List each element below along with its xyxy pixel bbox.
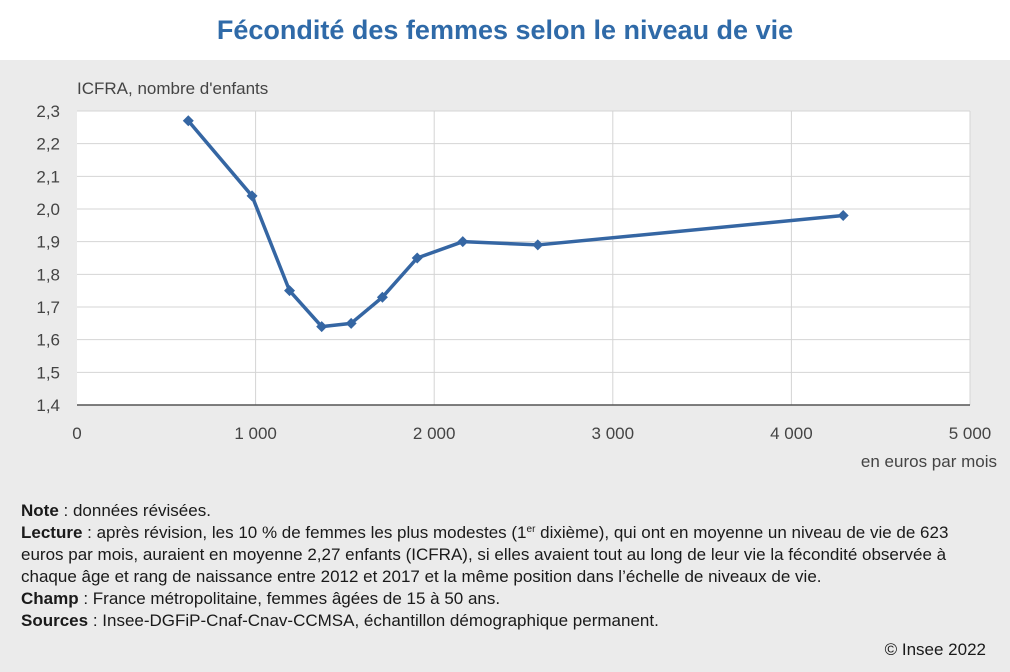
sources-label: Sources xyxy=(21,611,89,630)
x-tick-label: 2 000 xyxy=(413,424,456,443)
y-tick-label: 1,6 xyxy=(36,331,60,350)
data-point-marker xyxy=(457,236,469,248)
y-tick-label: 2,1 xyxy=(36,167,60,186)
data-point-marker xyxy=(182,115,194,127)
sources-line: Sources : Insee-DGFiP-Cnaf-Cnav-CCMSA, é… xyxy=(21,610,981,632)
champ-text: : France métropolitaine, femmes âgées de… xyxy=(78,589,501,608)
note-line: Note : données révisées. xyxy=(21,500,981,522)
y-tick-label: 2,3 xyxy=(36,102,60,121)
lecture-line: Lecture : après révision, les 10 % de fe… xyxy=(21,522,981,588)
data-point-marker xyxy=(316,321,328,333)
plot-area xyxy=(77,111,970,405)
sources-text: : Insee-DGFiP-Cnaf-Cnav-CCMSA, échantill… xyxy=(88,611,659,630)
x-tick-label: 5 000 xyxy=(949,424,992,443)
data-point-marker xyxy=(284,285,296,297)
y-tick-label: 1,8 xyxy=(36,265,60,284)
x-tick-label: 4 000 xyxy=(770,424,813,443)
y-tick-label: 1,5 xyxy=(36,363,60,382)
x-tick-label: 1 000 xyxy=(234,424,277,443)
notes: Note : données révisées. Lecture : après… xyxy=(21,500,981,632)
lecture-text-after: dixième), qui ont en moyenne un niveau d… xyxy=(21,523,949,586)
champ-line: Champ : France métropolitaine, femmes âg… xyxy=(21,588,981,610)
y-tick-label: 1,9 xyxy=(36,233,60,252)
data-point-marker xyxy=(411,252,423,264)
note-label: Note xyxy=(21,501,59,520)
lecture-sup: er xyxy=(526,524,536,535)
chart-title: Fécondité des femmes selon le niveau de … xyxy=(216,14,794,45)
data-point-marker xyxy=(246,190,258,202)
x-axis-title: en euros par mois xyxy=(861,452,997,471)
y-tick-label: 1,7 xyxy=(36,298,60,317)
x-tick-label: 0 xyxy=(72,424,81,443)
copyright: © Insee 2022 xyxy=(884,640,986,659)
series-line xyxy=(186,119,844,329)
y-axis-title: ICFRA, nombre d'enfants xyxy=(77,79,268,98)
data-point-marker xyxy=(837,210,849,222)
data-point-marker xyxy=(345,317,357,329)
y-tick-label: 2,2 xyxy=(36,135,60,154)
line-chart: 1,4 1,5 1,6 1,7 1,8 1,9 2,0 2,1 2,2 2,3 0 1 000 2 00… xyxy=(36,79,997,471)
note-text: : données révisées. xyxy=(58,501,211,520)
data-point-marker xyxy=(376,291,388,303)
y-tick-label: 2,0 xyxy=(36,200,60,219)
lecture-label: Lecture xyxy=(21,523,83,542)
champ-label: Champ xyxy=(21,589,79,608)
chart-panel: 1,4 1,5 1,6 1,7 1,8 1,9 2,0 2,1 2,2 2,3 0 1 000 2 00… xyxy=(0,60,1010,672)
title-bar: Fécondité des femmes selon le niveau de … xyxy=(0,0,1010,60)
y-tick-label: 1,4 xyxy=(36,396,60,415)
lecture-text-before: : après révision, les 10 % de femmes les… xyxy=(82,523,527,542)
x-tick-label: 3 000 xyxy=(592,424,635,443)
data-point-marker xyxy=(532,239,544,251)
